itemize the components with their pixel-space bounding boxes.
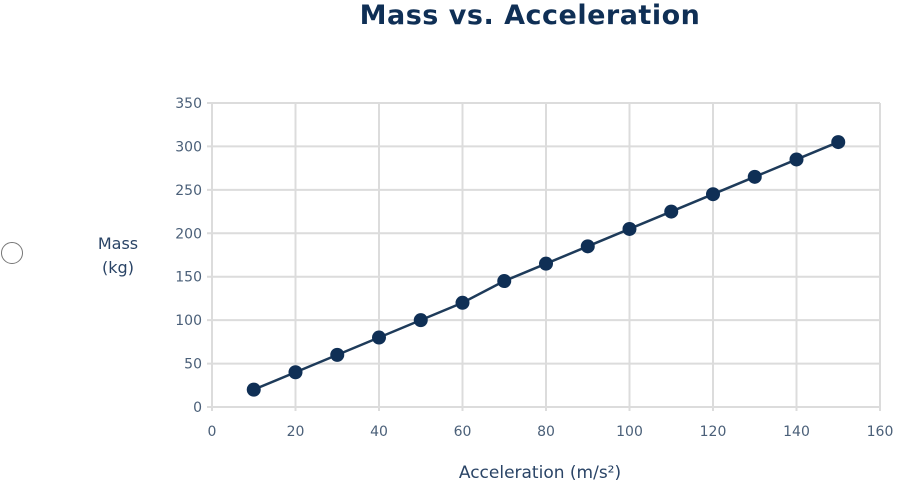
y-tick-label: 250 xyxy=(175,183,202,199)
chart-title: Mass vs. Acceleration xyxy=(359,0,701,31)
data-point xyxy=(246,382,261,397)
x-tick-label: 0 xyxy=(208,424,217,440)
x-tick-label: 40 xyxy=(370,424,388,440)
x-axis-label: Acceleration (m/s²) xyxy=(459,463,621,483)
y-axis-label: Mass (kg) xyxy=(88,232,148,280)
data-point xyxy=(539,256,553,271)
data-point xyxy=(831,135,846,150)
x-tick-label: 100 xyxy=(616,424,643,440)
data-point xyxy=(330,347,345,362)
data-point xyxy=(789,152,804,167)
data-point xyxy=(288,365,303,380)
y-tick-label: 200 xyxy=(175,226,202,242)
data-point xyxy=(747,169,762,184)
data-point xyxy=(580,239,595,254)
x-tick-label: 140 xyxy=(783,424,810,440)
data-point xyxy=(497,274,512,289)
y-tick-label: 150 xyxy=(175,270,202,286)
data-point xyxy=(372,330,386,345)
x-tick-label: 80 xyxy=(537,424,555,440)
y-tick-label: 350 xyxy=(175,96,202,112)
x-tick-label: 60 xyxy=(454,424,472,440)
x-tick-label: 20 xyxy=(287,424,305,440)
data-point xyxy=(455,295,470,310)
data-point xyxy=(622,221,637,236)
y-tick-label: 0 xyxy=(193,400,202,416)
x-tick-label: 160 xyxy=(867,424,894,440)
data-point xyxy=(413,313,428,328)
y-tick-label: 100 xyxy=(175,313,202,329)
y-tick-label: 50 xyxy=(184,357,202,373)
y-axis-label-line-1: Mass xyxy=(97,234,139,253)
data-point xyxy=(706,187,720,202)
y-axis-label-line-2: (kg) xyxy=(102,258,134,277)
data-point xyxy=(664,204,679,219)
x-tick-label: 120 xyxy=(700,424,727,440)
y-tick-label: 300 xyxy=(175,139,202,155)
answer-radio-button[interactable] xyxy=(1,242,23,264)
